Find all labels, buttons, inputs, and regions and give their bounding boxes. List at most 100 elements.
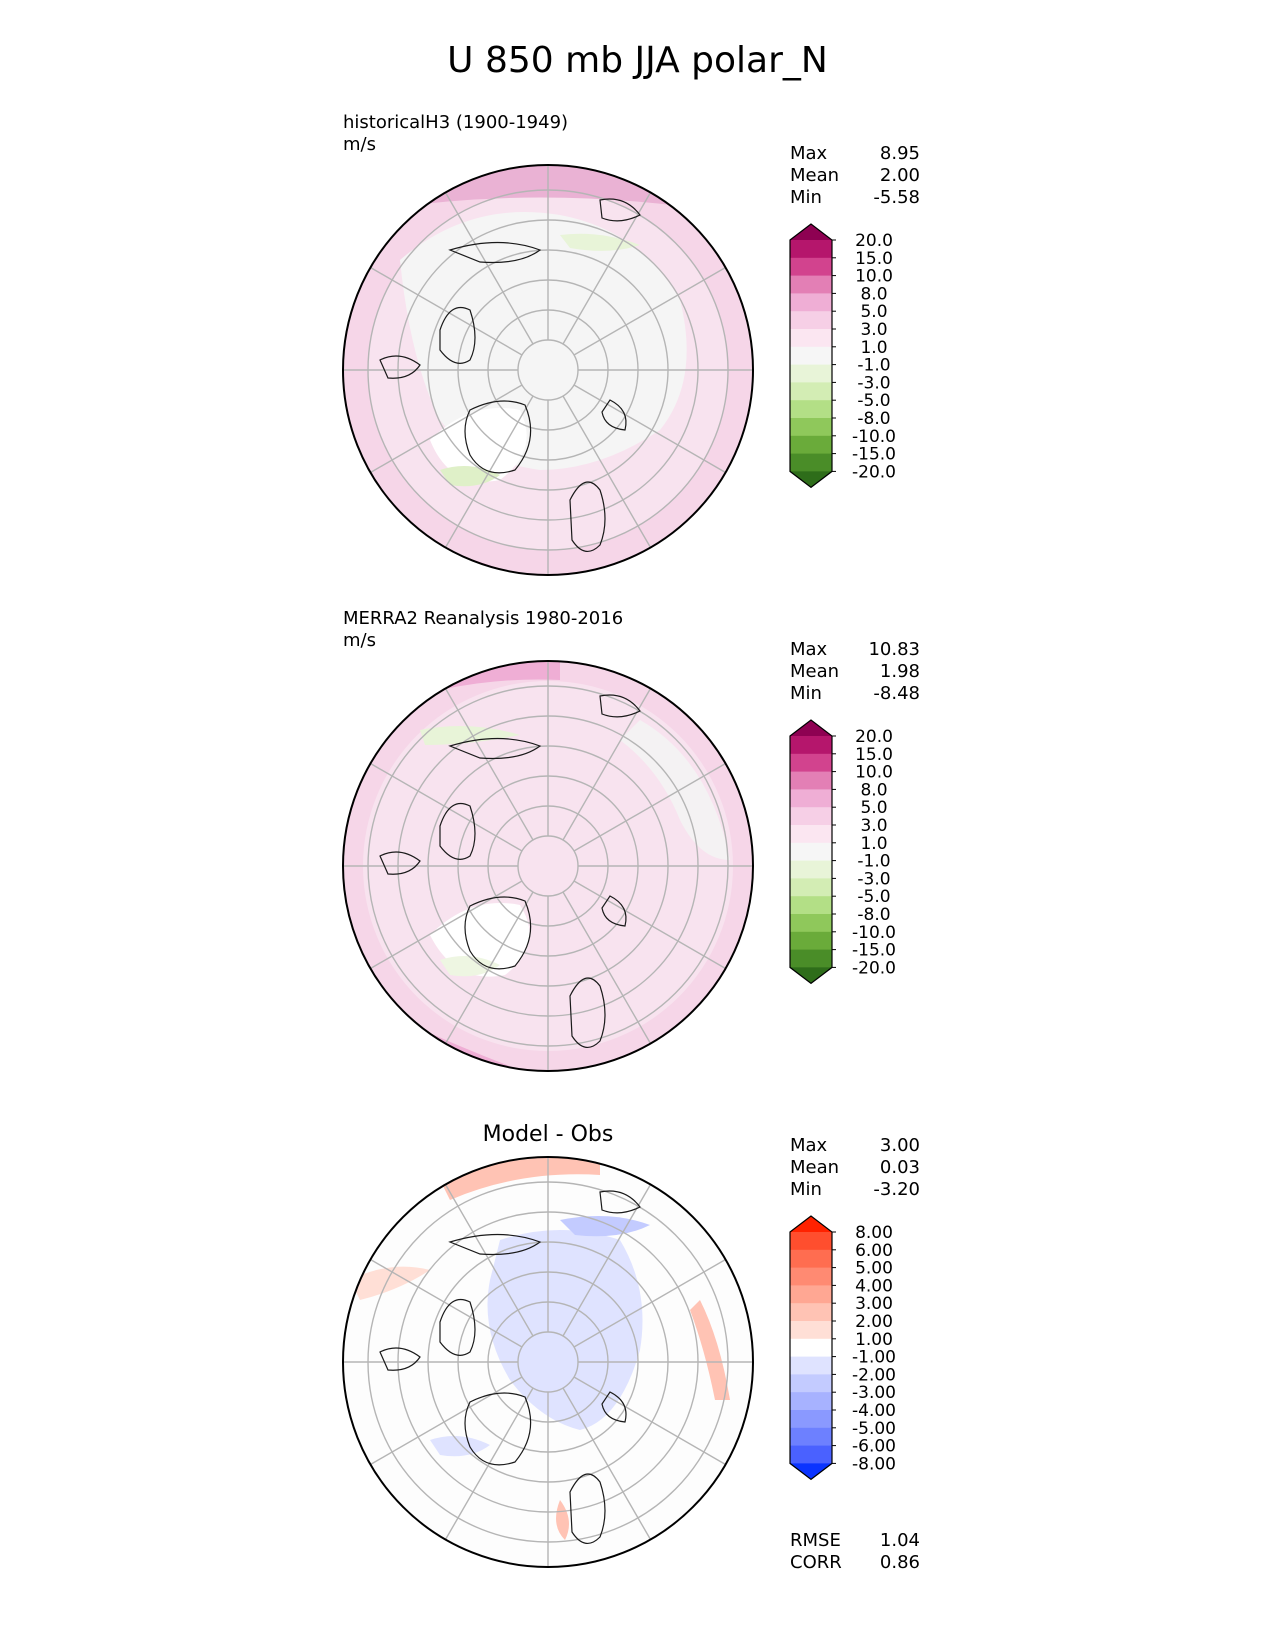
panel1-max-value: 8.95 — [879, 143, 920, 164]
map1-coastline — [448, 241, 542, 264]
map3-coastline — [448, 1233, 542, 1256]
map3-coastline — [464, 1392, 532, 1466]
colorbar3-tick-label: -5.00 — [852, 1419, 896, 1439]
colorbar3-swatch — [790, 1427, 832, 1446]
colorbar1-tick-label: -1.0 — [857, 356, 890, 376]
map3-coastline — [601, 1391, 627, 1423]
map1-meridian-line — [370, 266, 523, 356]
colorbar-panel2: 20.015.010.08.05.03.01.0-1.0-3.0-5.0-8.0… — [789, 719, 896, 985]
colorbar3-tick-label: 2.00 — [855, 1312, 893, 1332]
map3-coastline — [599, 1190, 641, 1214]
map2-meridian-line — [573, 762, 726, 852]
map1-coastline — [569, 481, 606, 552]
map3-meridian-line — [444, 1184, 534, 1337]
map1-frame — [342, 164, 754, 576]
colorbar1-swatch — [790, 453, 832, 472]
map1-coastline — [379, 355, 421, 379]
colorbar1-swatch — [790, 293, 832, 312]
panel3-title: Model - Obs — [482, 1122, 614, 1147]
colorbar1-tick-label: 8.0 — [860, 284, 887, 304]
colorbar2-swatch — [790, 878, 832, 897]
colorbar2-tick-label: 10.0 — [855, 763, 893, 783]
colorbar2-tick-label: -15.0 — [852, 941, 896, 961]
colorbar3-tick-label: 3.00 — [855, 1294, 893, 1314]
colorbar2-tick-label: -1.0 — [857, 852, 890, 872]
colorbar3-swatch — [790, 1267, 832, 1286]
panel2-stats: Max 10.83 Mean 1.98 Min -8.48 — [790, 639, 920, 705]
colorbar2-swatch — [790, 807, 832, 826]
map3-overlay — [342, 1156, 754, 1568]
colorbar2-tick-label: 3.0 — [860, 816, 887, 836]
panel1-min-value: -5.58 — [873, 187, 920, 208]
colorbar3-swatch — [790, 1249, 832, 1268]
map1-overlay — [342, 164, 754, 576]
map3-field-red-east — [690, 1300, 730, 1400]
colorbar2-swatch — [790, 896, 832, 915]
colorbar2-tick-label: -8.0 — [857, 905, 890, 925]
map3-coastline — [439, 1298, 476, 1356]
panel1-mean-label: Mean — [790, 165, 840, 186]
colorbar3-extend-max — [790, 1216, 832, 1232]
colorbar3-tick-label: 8.00 — [855, 1223, 893, 1243]
map3-meridian-line — [573, 1258, 726, 1348]
panel3-max-label: Max — [790, 1135, 828, 1156]
colorbar2-swatch — [790, 949, 832, 968]
colorbar1-swatch — [790, 275, 832, 294]
map-panel2 — [343, 661, 753, 1071]
colorbar2-swatch — [790, 914, 832, 933]
panel3-metrics: RMSE 1.04 CORR 0.86 — [790, 1530, 920, 1574]
colorbar2-swatch — [790, 825, 832, 844]
colorbar-panel3: 8.006.005.004.003.002.001.00-1.00-2.00-3… — [789, 1215, 896, 1481]
colorbar3-swatch — [790, 1356, 832, 1375]
colorbar2-tick-label: 15.0 — [855, 745, 893, 765]
colorbar1-swatch — [790, 364, 832, 383]
colorbar3-swatch — [790, 1445, 832, 1464]
map3-meridian-line — [562, 1387, 652, 1540]
colorbar1-swatch — [790, 257, 832, 276]
colorbar2-swatch — [790, 860, 832, 879]
colorbar1-extend-min — [790, 471, 832, 488]
map2-field-negative-patch — [440, 956, 500, 977]
map2-meridian-line — [573, 880, 726, 970]
colorbar3-tick-label: 1.00 — [855, 1330, 893, 1350]
figure-title: U 850 mb JJA polar_N — [447, 40, 828, 81]
panel1-max-label: Max — [790, 143, 828, 164]
map2-field-north-band — [343, 661, 560, 725]
rmse-value: 1.04 — [879, 1530, 920, 1551]
map-panel3 — [343, 1157, 753, 1567]
colorbar1-tick-label: -3.0 — [857, 373, 890, 393]
map2-overlay — [342, 660, 754, 1072]
colorbar1-swatch — [790, 329, 832, 348]
colorbar3-tick-label: -3.00 — [852, 1383, 896, 1403]
colorbar1-extend-max — [790, 224, 832, 240]
panel2-label: MERRA2 Reanalysis 1980-2016 m/s — [343, 608, 623, 652]
panel2-min-value: -8.48 — [873, 683, 920, 704]
colorbar2-swatch — [790, 753, 832, 772]
panel3-mean-value: 0.03 — [879, 1157, 920, 1178]
map2-coastline — [379, 851, 421, 875]
map1-meridian-line — [573, 266, 726, 356]
map3-field-red-south — [556, 1500, 569, 1540]
map3-frame — [342, 1156, 754, 1568]
map3-field-blue-south — [430, 1436, 490, 1457]
colorbar2-tick-label: -20.0 — [852, 958, 896, 978]
panel1-label-run: historicalH3 (1900-1949) — [343, 112, 569, 133]
map1-coastline — [601, 399, 627, 431]
panel2-mean-label: Mean — [790, 661, 840, 682]
corr-value: 0.86 — [879, 1552, 920, 1573]
colorbar1-swatch — [790, 400, 832, 419]
map1-meridian-line — [370, 384, 523, 474]
colorbar3-swatch — [790, 1410, 832, 1429]
map2-meridian-line — [562, 891, 652, 1044]
panel2-max-label: Max — [790, 639, 828, 660]
colorbar1-tick-label: -5.0 — [857, 391, 890, 411]
colorbar1-tick-label: -8.0 — [857, 409, 890, 429]
colorbar1-swatch — [790, 346, 832, 365]
colorbar1-swatch — [790, 382, 832, 401]
map3-meridian-line — [562, 1184, 652, 1337]
map2-field-green-patch — [420, 726, 520, 745]
map3-coastline — [379, 1347, 421, 1371]
colorbar2-swatch — [790, 842, 832, 861]
colorbar1-tick-label: -10.0 — [852, 427, 896, 447]
panel2-mean-value: 1.98 — [879, 661, 920, 682]
